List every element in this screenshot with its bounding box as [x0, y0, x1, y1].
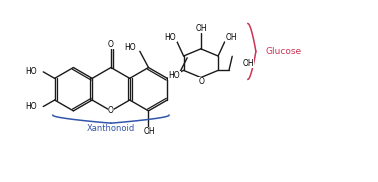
- Text: O: O: [108, 106, 114, 115]
- Text: O: O: [199, 77, 204, 86]
- Text: Xanthonoid: Xanthonoid: [87, 124, 135, 133]
- Text: HO: HO: [165, 33, 177, 42]
- Text: OH: OH: [143, 127, 155, 136]
- Text: Glucose: Glucose: [266, 47, 302, 56]
- Text: OH: OH: [196, 24, 208, 33]
- Text: HO: HO: [25, 102, 37, 111]
- Text: HO: HO: [125, 43, 136, 52]
- Text: OH: OH: [242, 59, 254, 68]
- Text: OH: OH: [225, 33, 237, 42]
- Text: HO: HO: [25, 67, 37, 76]
- Text: O: O: [108, 40, 114, 49]
- Text: HO: HO: [169, 71, 180, 80]
